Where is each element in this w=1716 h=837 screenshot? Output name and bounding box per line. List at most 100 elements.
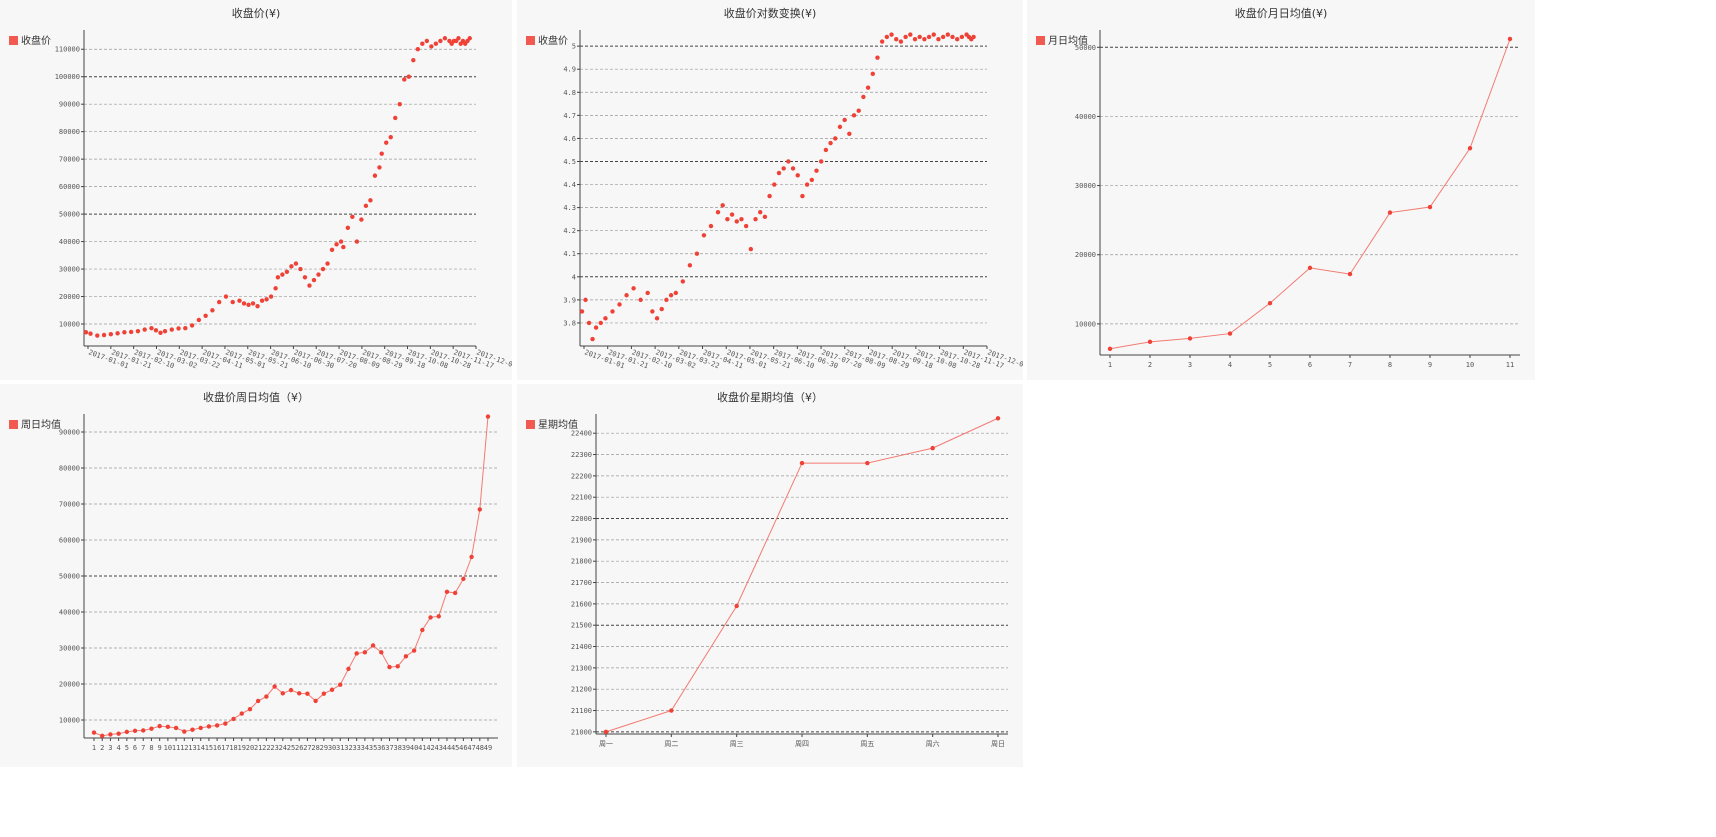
x-tick-label: 3 [1188,361,1192,369]
data-point [438,38,443,44]
x-tick-label: 3 [108,744,112,752]
x-tick-label: 21 [254,744,262,752]
x-tick-label: 周四 [795,740,809,748]
data-point [753,216,758,222]
data-point [638,297,643,303]
x-tick-label: 9 [1428,361,1432,369]
data-point [297,691,302,696]
data-point [280,272,285,277]
data-point [673,290,679,296]
x-tick-label: 11 [1506,361,1514,369]
x-tick-label: 16 [213,744,221,752]
weekday-mean-chart-svg: 收盘价星期均值（¥） 星期均值 21000 21100 21200 21300 21400 2… [526,390,1008,748]
x-tick-label: 13 [188,744,196,752]
x-tick-label: 周六 [926,739,940,748]
data-point [341,244,346,250]
data-point [239,711,244,716]
data-point [583,297,588,303]
y-tick-label: 21600 [571,600,592,608]
data-point [748,246,754,252]
y-tick-label: 60000 [59,183,80,191]
data-point [157,723,162,729]
x-tick-label: 27 [303,744,311,752]
y-tick-label: 30000 [59,645,80,653]
data-point [100,733,105,739]
data-point [908,32,913,37]
data-point [354,239,360,244]
series-line [605,417,999,733]
data-point [264,694,269,699]
data-point [203,313,208,318]
data-point [338,239,344,244]
legend-label: 周日均值 [21,418,61,431]
data-point [313,698,318,704]
y-tick-label: 4.3 [563,204,576,212]
x-tick-label: 29 [320,744,328,752]
x-tick-label: 36 [377,744,385,752]
close-price-chart-svg: 收盘价(¥) 收盘价 10000 20000 30000 40000 50000 60000 7… [9,6,512,370]
data-point [452,590,458,596]
y-tick-label: 21200 [571,686,592,694]
data-point [273,286,278,291]
data-point [83,330,89,335]
x-tick-label: 9 [158,744,162,752]
data-point [631,286,636,291]
data-point [1467,146,1473,151]
y-tick-label: 22400 [571,430,592,438]
x-tick-label: 5 [125,744,129,752]
x-tick-label: 1 [92,744,96,752]
x-tick-label: 33 [352,744,360,752]
data-point [284,269,290,275]
data-point [346,666,351,672]
legend-swatch [526,420,535,429]
data-point [772,182,777,187]
data-point [664,297,669,303]
data-point [255,698,261,704]
data-point [363,203,369,209]
data-point [377,165,382,170]
chart-title: 收盘价月日均值(¥) [1235,6,1328,20]
x-tick-label: 4 [117,744,121,752]
data-point [1347,271,1353,277]
x-tick-label: 15 [205,744,213,752]
data-point [280,691,285,696]
data-point [329,247,335,253]
x-tick-label: 2 [100,744,104,752]
data-point [387,664,392,670]
data-point [149,726,154,731]
data-point [153,328,159,333]
y-tick-label: 4.5 [563,158,576,166]
data-point [725,216,730,222]
data-point [395,664,400,669]
data-point [1107,346,1113,351]
data-point [477,507,482,512]
data-point [995,416,1001,421]
y-tick-label: 21900 [571,536,592,544]
data-point [762,214,768,220]
y-tick-label: 40000 [59,238,80,246]
y-tick-label: 4.8 [563,89,576,97]
data-point [298,266,303,272]
data-point [758,210,763,215]
chart-panel-monthly-mean: 收盘价月日均值(¥) 月日均值 10000 20000 30000 40000 50000 1… [1027,0,1535,380]
data-point [931,32,936,37]
data-point [461,576,466,582]
data-point [456,36,461,41]
data-point [767,193,772,199]
x-tick-label: 20 [246,744,254,752]
legend-label: 星期均值 [538,418,578,431]
y-tick-label: 80000 [59,465,80,473]
x-tick-label: 4 [1228,361,1232,369]
data-point [680,279,686,284]
y-tick-label: 40000 [59,609,80,617]
x-tick-label: 5 [1268,361,1272,369]
data-point [108,331,114,337]
legend-swatch [9,36,18,45]
x-tick-label: 31 [336,744,344,752]
data-point [307,283,312,288]
data-point [799,460,805,466]
chart-panel-weekly-mean: 收盘价周日均值（¥） 周日均值 10000 20000 30000 40000 50000 6… [0,384,512,767]
data-point [246,302,251,307]
data-point [894,37,899,42]
data-point [659,306,664,312]
